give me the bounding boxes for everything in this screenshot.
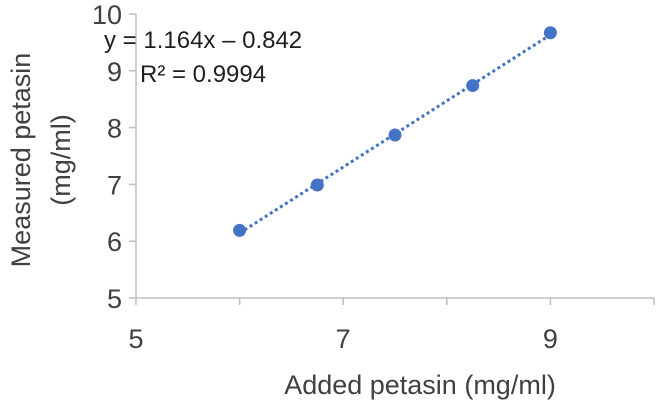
x-tick-label: 7 — [336, 324, 351, 354]
trendline-group — [238, 33, 552, 235]
data-point — [310, 178, 324, 192]
x-tick-label: 9 — [543, 324, 558, 354]
y-tick-label: 8 — [107, 114, 122, 144]
y-tick-label: 5 — [107, 284, 122, 314]
x-tick-label: 5 — [128, 324, 143, 354]
x-ticks: 5 7 9 — [128, 298, 655, 354]
data-points — [233, 26, 557, 237]
y-ticks: 5 6 7 8 9 10 — [92, 0, 136, 314]
x-axis-title: Added petasin (mg/ml) — [284, 370, 556, 400]
data-point — [388, 128, 402, 142]
y-tick-label: 9 — [107, 57, 122, 87]
trendline — [238, 33, 552, 235]
trendline-r-squared: R² = 0.9994 — [140, 61, 266, 88]
trendline-equation: y = 1.164x – 0.842 — [104, 27, 302, 54]
y-tick-label: 6 — [107, 227, 122, 257]
data-point — [466, 79, 480, 93]
data-point — [543, 26, 557, 40]
y-tick-label: 10 — [92, 0, 122, 30]
y-axis-title-line-1: Measured petasin — [6, 53, 36, 268]
y-axis-title-line-2: (mg/ml) — [46, 114, 76, 205]
y-tick-label: 7 — [107, 170, 122, 200]
axes — [135, 14, 654, 299]
data-point — [233, 223, 247, 237]
